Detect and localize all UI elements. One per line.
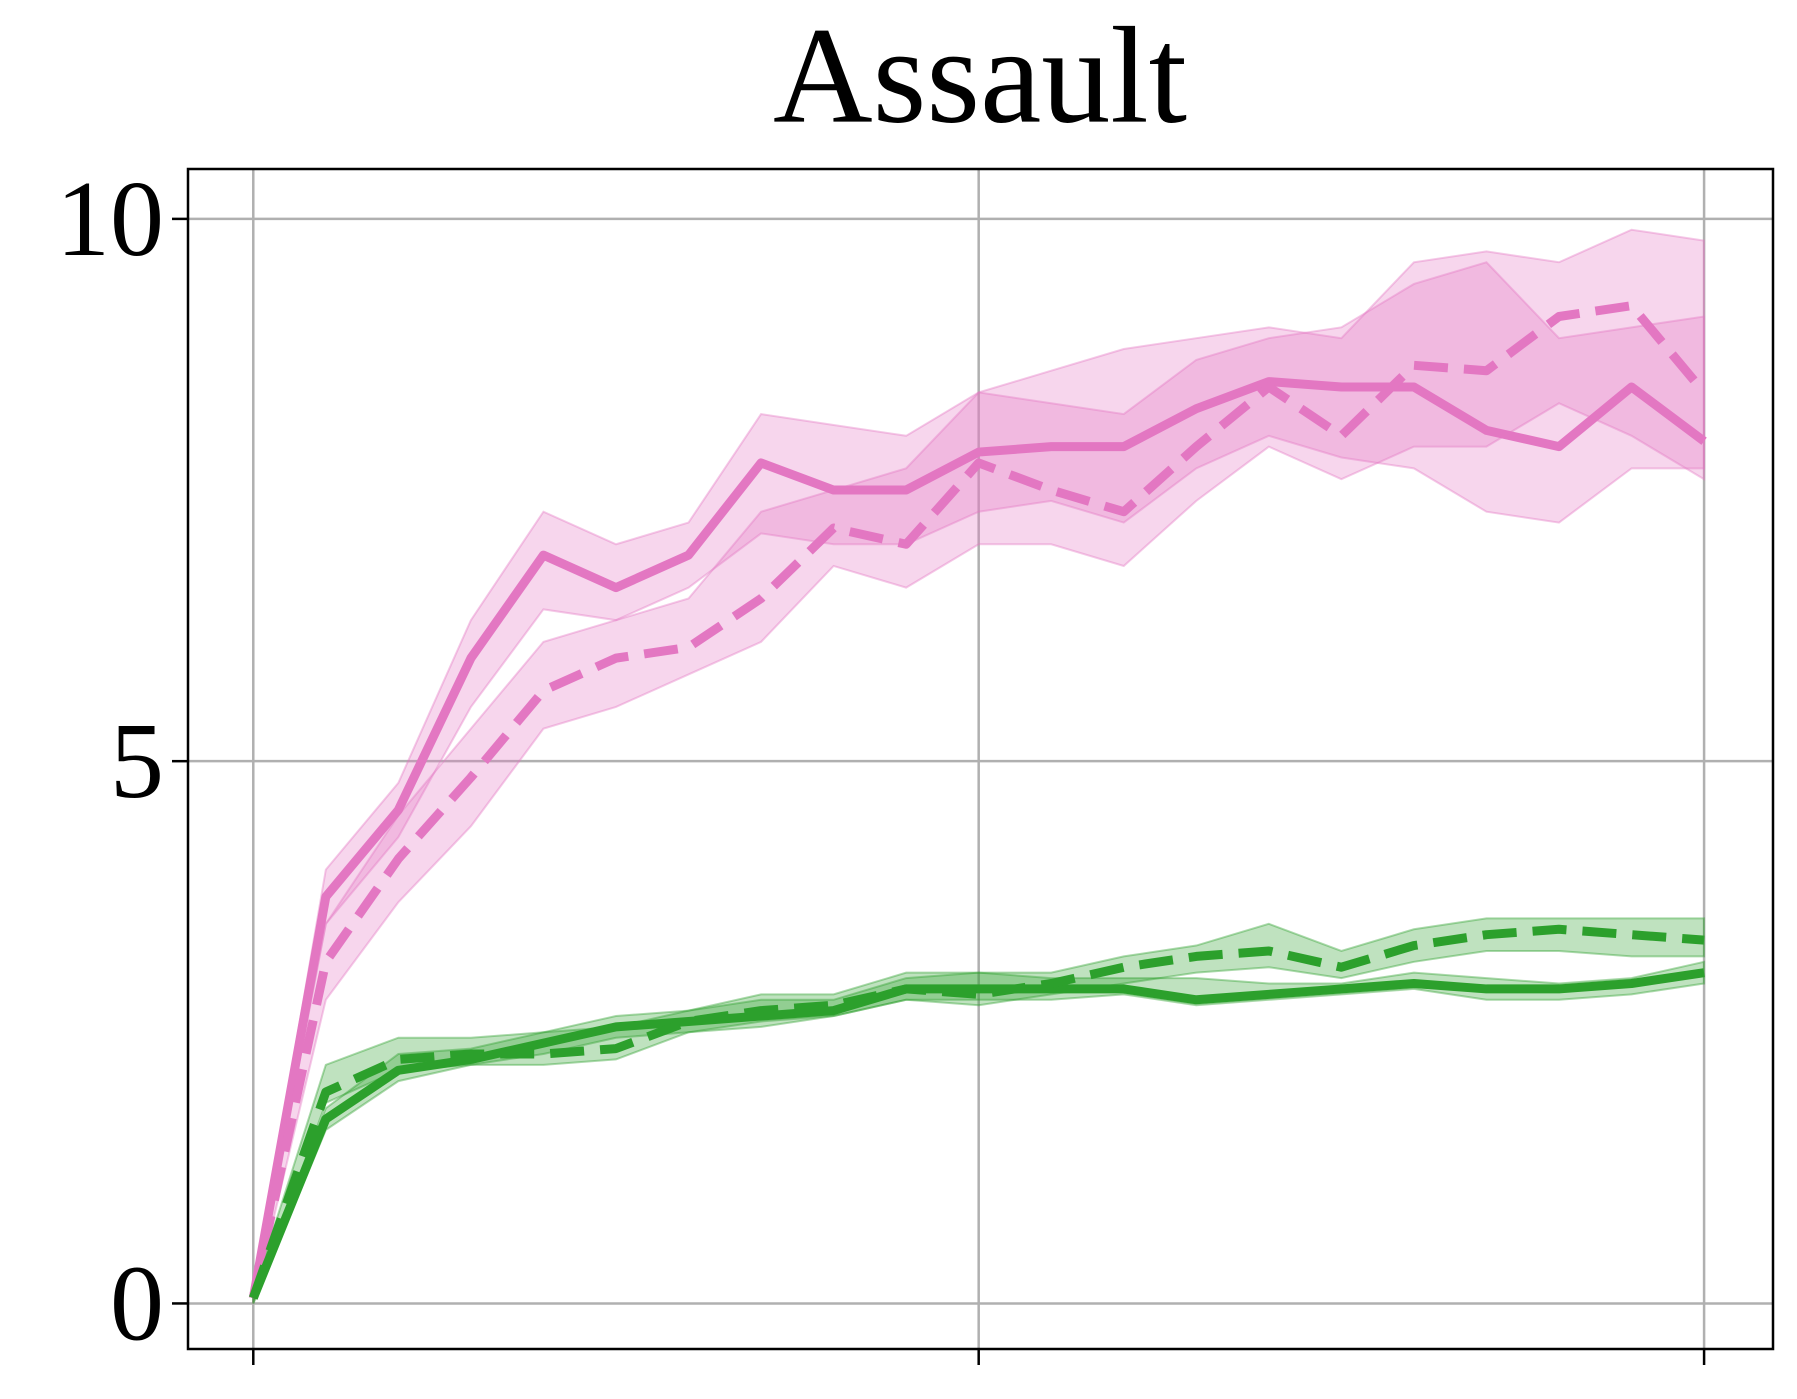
y-tick-label: 0 (110, 1244, 164, 1363)
error-band (252, 960, 1706, 1304)
y-tick-label: 10 (56, 160, 164, 279)
plot-frame (186, 167, 1775, 1351)
line (249, 924, 1705, 1300)
line (248, 377, 1707, 1299)
error-band (252, 261, 1706, 1304)
line (249, 968, 1705, 1300)
y-tick-label: 5 (110, 702, 164, 821)
error-band (252, 228, 1706, 1304)
line (248, 301, 1708, 1299)
chart-title: Assault (773, 0, 1187, 152)
error-band (252, 917, 1706, 1304)
